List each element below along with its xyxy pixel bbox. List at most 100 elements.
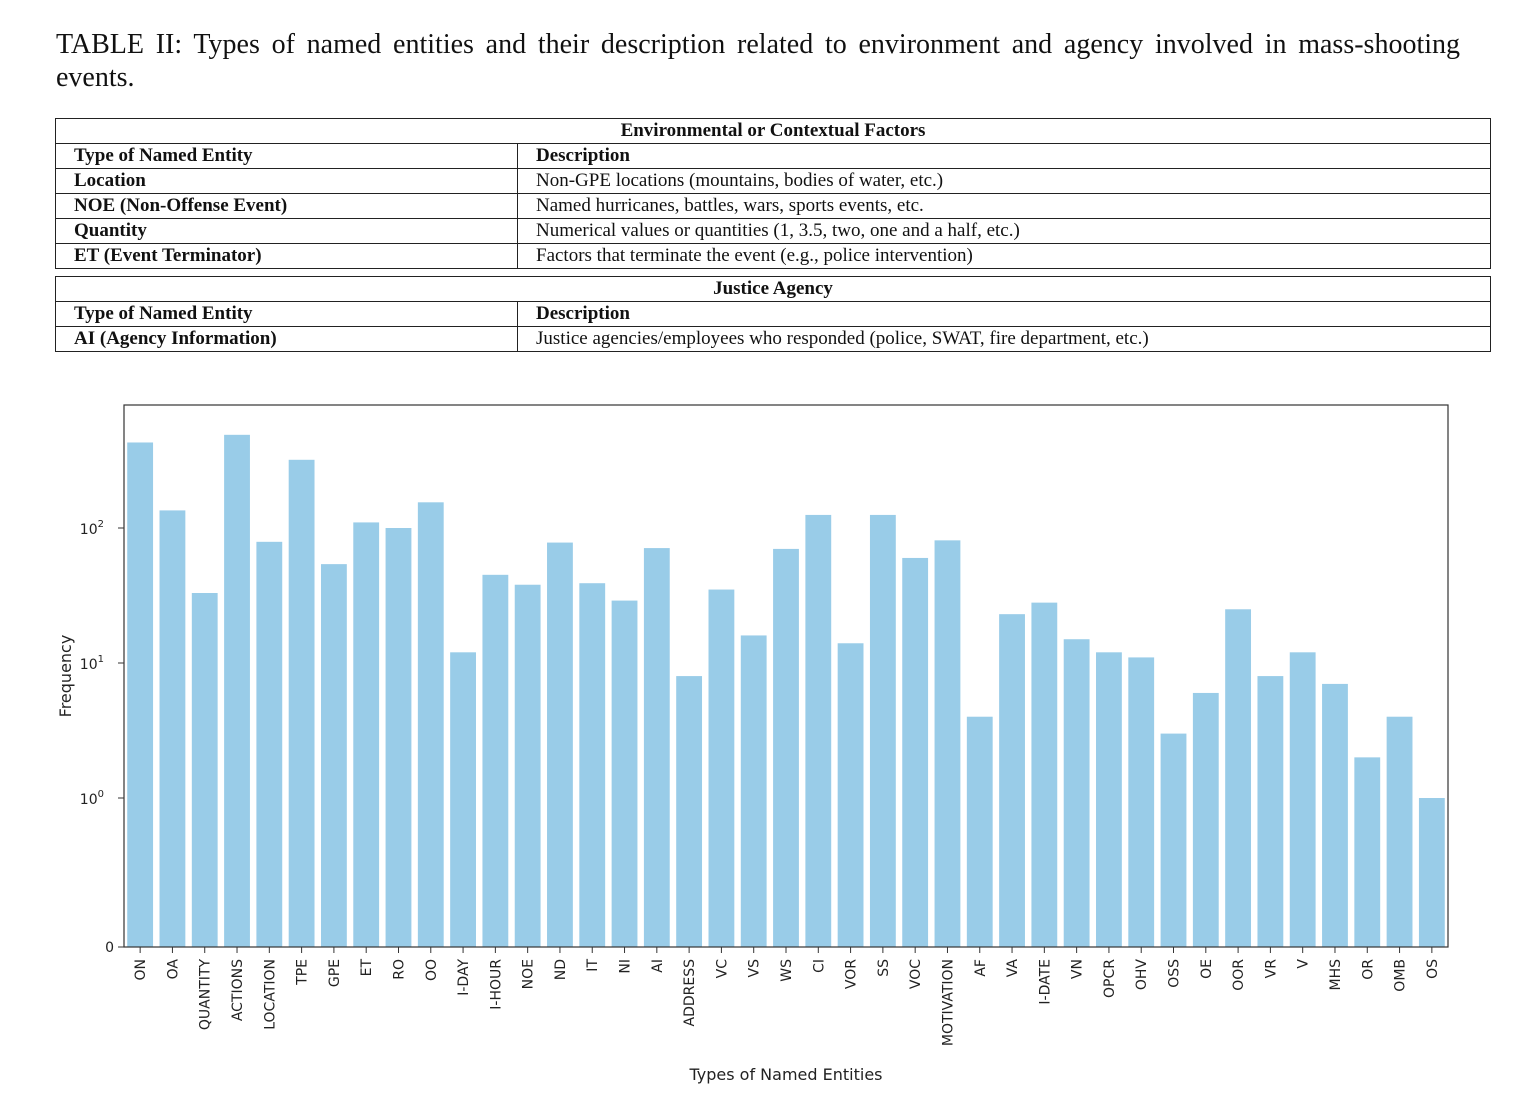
x-tick-label: ACTIONS xyxy=(230,959,246,1021)
x-tick-label: LOCATION xyxy=(262,959,278,1030)
bar-et xyxy=(353,522,380,947)
bar-tpe xyxy=(288,459,315,947)
bar-it xyxy=(579,583,606,947)
table-row: AI (Agency Information) Justice agencies… xyxy=(55,326,1491,352)
bar-vs xyxy=(740,635,767,947)
bar-location xyxy=(256,541,283,947)
bar-i-hour xyxy=(482,574,509,947)
bar-vr xyxy=(1257,676,1284,947)
entity-type-cell: Quantity xyxy=(55,218,518,244)
bar-v xyxy=(1289,652,1316,947)
entity-description-cell: Non-GPE locations (mountains, bodies of … xyxy=(517,168,1491,194)
x-tick-label: SS xyxy=(876,959,892,977)
x-tick-label: QUANTITY xyxy=(198,959,214,1031)
bar-or xyxy=(1354,757,1381,947)
x-tick-label: ON xyxy=(133,959,149,981)
entity-type-cell: AI (Agency Information) xyxy=(55,326,518,352)
entity-description-cell: Justice agencies/employees who responded… xyxy=(517,326,1491,352)
bar-ni xyxy=(611,600,638,947)
x-tick-label: OSS xyxy=(1167,959,1183,988)
y-tick-label: 0 xyxy=(105,940,114,956)
justice-agency-table: Justice Agency Type of Named Entity Desc… xyxy=(55,276,1491,352)
bar-ci xyxy=(805,514,832,947)
x-tick-label: I-DAY xyxy=(456,959,472,996)
x-tick-label: OS xyxy=(1425,959,1441,979)
bar-nd xyxy=(547,542,573,947)
y-tick-label: 101 xyxy=(80,654,104,673)
bar-ro xyxy=(385,528,412,947)
y-axis-label: Frequency xyxy=(56,635,75,718)
x-tick-label: V xyxy=(1296,959,1312,969)
table-row: Quantity Numerical values or quantities … xyxy=(55,218,1491,244)
column-header-description: Description xyxy=(517,143,1491,169)
x-tick-label: VS xyxy=(747,959,763,978)
bar-gpe xyxy=(320,564,347,947)
x-tick-label: CI xyxy=(811,959,827,973)
column-header-description: Description xyxy=(517,301,1491,327)
bar-vn xyxy=(1063,639,1090,947)
x-tick-label: MHS xyxy=(1328,959,1344,991)
x-tick-label: OOR xyxy=(1231,959,1247,991)
x-tick-label: OPCR xyxy=(1102,959,1118,998)
x-tick-label: AF xyxy=(973,959,989,977)
bar-ai xyxy=(643,548,670,947)
bar-mhs xyxy=(1322,683,1348,947)
entity-description-cell: Named hurricanes, battles, wars, sports … xyxy=(517,193,1491,219)
x-tick-label: OE xyxy=(1199,959,1215,979)
bar-i-day xyxy=(450,652,476,947)
x-tick-label: ET xyxy=(359,959,375,977)
entity-description-cell: Numerical values or quantities (1, 3.5, … xyxy=(517,218,1491,244)
x-tick-label: VN xyxy=(1070,959,1086,979)
entity-type-cell: ET (Event Terminator) xyxy=(55,243,518,269)
bar-opcr xyxy=(1096,652,1122,947)
bar-oss xyxy=(1160,733,1187,947)
entity-description-cell: Factors that terminate the event (e.g., … xyxy=(517,243,1491,269)
x-tick-label: RO xyxy=(391,959,407,980)
bar-address xyxy=(676,676,703,947)
x-tick-label: ADDRESS xyxy=(682,959,698,1027)
x-tick-label: OA xyxy=(165,959,181,980)
x-tick-label: AI xyxy=(650,959,666,973)
bar-vor xyxy=(837,643,864,947)
table-row: Location Non-GPE locations (mountains, b… xyxy=(55,168,1491,194)
entity-type-cell: Location xyxy=(55,168,518,194)
x-ticks: ON OA QUANTITY ACTIONS LOCATION TPE GPE ET RO OO I… xyxy=(133,947,1441,1046)
bar-oor xyxy=(1225,609,1252,947)
bar-ohv xyxy=(1128,657,1155,947)
column-header-type: Type of Named Entity xyxy=(55,301,518,327)
x-axis-label: Types of Named Entities xyxy=(689,1065,883,1084)
bar-quantity xyxy=(191,593,218,947)
y-tick-label: 102 xyxy=(80,519,104,538)
x-tick-label: MOTIVATION xyxy=(940,959,956,1046)
x-tick-label: TPE xyxy=(295,959,311,986)
x-tick-label: GPE xyxy=(327,959,343,987)
table-row: ET (Event Terminator) Factors that termi… xyxy=(55,243,1491,269)
table-section-title: Environmental or Contextual Factors xyxy=(55,118,1491,144)
x-tick-label: I-DATE xyxy=(1037,959,1053,1005)
x-tick-label: VOR xyxy=(844,959,860,989)
bar-oa xyxy=(159,510,186,947)
x-tick-label: OHV xyxy=(1134,959,1150,991)
bar-vc xyxy=(708,589,735,947)
x-tick-label: OO xyxy=(424,959,440,981)
table-section-title: Justice Agency xyxy=(55,276,1491,302)
bar-af xyxy=(966,716,993,947)
bar-motivation xyxy=(934,540,961,947)
table-caption: TABLE II: Types of named entities and th… xyxy=(56,29,1460,93)
x-tick-label: VC xyxy=(714,959,730,979)
bar-voc xyxy=(902,557,929,947)
x-tick-label: I-HOUR xyxy=(488,959,504,1010)
bar-noe xyxy=(514,584,541,947)
entity-type-cell: NOE (Non-Offense Event) xyxy=(55,193,518,219)
bar-ws xyxy=(773,548,799,947)
x-tick-label: WS xyxy=(779,959,795,982)
x-tick-label: VR xyxy=(1263,959,1279,979)
bar-actions xyxy=(224,434,250,947)
bar-ss xyxy=(869,514,896,947)
bar-i-date xyxy=(1031,602,1058,947)
bar-omb xyxy=(1386,716,1413,947)
bar-on xyxy=(127,442,154,947)
column-header-type: Type of Named Entity xyxy=(55,143,518,169)
bars-layer xyxy=(127,434,1445,947)
y-tick-label: 100 xyxy=(80,789,104,808)
